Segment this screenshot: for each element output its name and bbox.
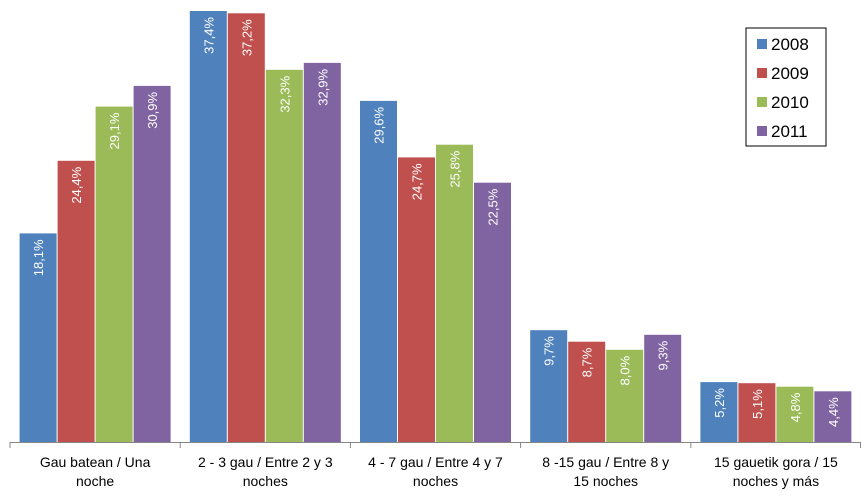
bar-2009-cat-4: [568, 341, 606, 442]
data-label-2010-cat-5: 4,8%: [788, 392, 803, 422]
x-tick-label: noche: [76, 473, 114, 489]
x-tick-label: 2 - 3 gau / Entre 2 y 3: [198, 454, 333, 470]
data-label-2008-cat-3: 29,6%: [372, 106, 387, 143]
x-tick-label: 15 gauetik gora / 15: [714, 454, 838, 470]
bar-2010-cat-2: [265, 69, 303, 443]
x-tick-label: Gau batean / Una: [40, 454, 151, 470]
data-labels-layer: 18,1% 24,4% 29,1% 30,9% 37,4% 37,2% 32,3% 32,9%…: [31, 17, 841, 427]
x-axis: Gau batean / Una noche 2 - 3 gau / Entre 2…: [9, 442, 861, 489]
data-label-2008-cat-5: 5,2%: [712, 388, 727, 418]
data-label-2010-cat-4: 8,0%: [618, 355, 633, 385]
data-label-2009-cat-4: 8,7%: [580, 347, 595, 377]
bar-2009-cat-1: [57, 160, 95, 443]
bar-2010-cat-4: [606, 349, 644, 442]
bar-2010-cat-5: [776, 386, 814, 442]
bar-2008-cat-4: [530, 330, 568, 442]
bar-2009-cat-5: [738, 383, 776, 442]
data-label-2008-cat-1: 18,1%: [31, 239, 46, 276]
data-label-2011-cat-3: 22,5%: [486, 188, 501, 225]
data-label-2010-cat-2: 32,3%: [277, 75, 292, 112]
legend: 2008 2009 2010 2011: [745, 27, 827, 147]
legend-label-2011: 2011: [771, 122, 808, 141]
x-tick-label: 8 -15 gau / Entre 8 y: [542, 454, 669, 470]
data-label-2010-cat-1: 29,1%: [107, 112, 122, 149]
data-label-2011-cat-5: 4,4%: [826, 397, 841, 427]
legend-swatch-2008: [757, 39, 767, 49]
bar-2009-cat-2: [227, 13, 265, 443]
x-tick-label: noches y más: [733, 473, 819, 489]
legend-swatch-2009: [757, 68, 767, 78]
data-label-2009-cat-2: 37,2%: [239, 19, 254, 56]
bar-2008-cat-3: [360, 100, 397, 443]
bar-2010-cat-3: [436, 144, 473, 442]
data-label-2011-cat-2: 32,9%: [315, 68, 330, 105]
data-label-2011-cat-4: 9,3%: [656, 340, 671, 370]
x-tick-label: 15 noches: [573, 473, 638, 489]
x-tick-label: 4 - 7 gau / Entre 4 y 7: [368, 454, 503, 470]
legend-swatch-2010: [757, 97, 767, 107]
data-label-2009-cat-3: 24,7%: [410, 163, 425, 200]
bars-layer: [19, 11, 852, 443]
x-tick-label: noches: [413, 473, 458, 489]
bar-2008-cat-5: [700, 382, 738, 442]
bar-2010-cat-1: [95, 106, 133, 442]
legend-label-2009: 2009: [771, 64, 809, 83]
data-label-2011-cat-1: 30,9%: [145, 91, 160, 128]
bar-2011-cat-4: [644, 334, 682, 442]
data-label-2008-cat-4: 9,7%: [542, 336, 557, 366]
bar-2011-cat-1: [133, 85, 171, 443]
bar-2008-cat-1: [19, 233, 57, 442]
bar-2011-cat-2: [303, 62, 341, 443]
data-label-2010-cat-3: 25,8%: [448, 150, 463, 187]
legend-swatch-2011: [757, 126, 767, 136]
legend-label-2010: 2010: [771, 93, 809, 112]
bar-2011-cat-3: [474, 182, 511, 442]
data-label-2008-cat-2: 37,4%: [201, 17, 216, 54]
bar-2008-cat-2: [189, 11, 227, 442]
legend-label-2008: 2008: [771, 35, 809, 54]
x-tick-label: noches: [243, 473, 288, 489]
data-label-2009-cat-1: 24,4%: [69, 166, 84, 203]
bar-2009-cat-3: [398, 157, 435, 442]
bar-2011-cat-5: [814, 391, 852, 442]
data-label-2009-cat-5: 5,1%: [750, 389, 765, 419]
